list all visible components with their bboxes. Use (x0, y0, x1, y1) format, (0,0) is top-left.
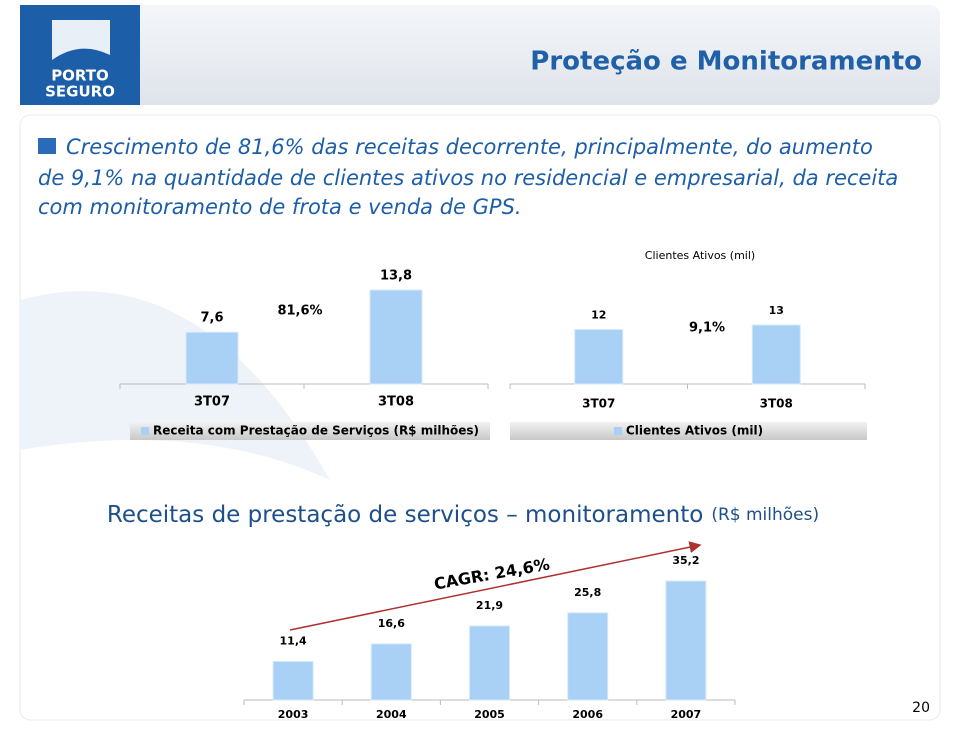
bullet-line: de 9,1% na quantidade de clientes ativos… (38, 166, 898, 190)
bar (370, 643, 412, 701)
bar (751, 324, 801, 385)
chart-title-text: Receitas de prestação de serviços – moni… (107, 502, 703, 528)
x-tick-label: 3T07 (582, 397, 615, 411)
chart-subtitle: (R$ milhões) (711, 505, 819, 525)
logo-mark (52, 20, 110, 60)
bullet-icon (38, 138, 56, 154)
bullet-line: com monitoramento de frota e venda de GP… (38, 195, 522, 219)
bar (567, 612, 609, 701)
legend-box (510, 422, 867, 440)
value-label: 16,6 (378, 617, 405, 630)
bar (272, 660, 314, 701)
legend-swatch (140, 427, 149, 435)
page-number: 20 (912, 700, 930, 716)
bar (469, 625, 510, 701)
bar (665, 580, 707, 701)
value-label: 13 (769, 304, 784, 317)
chart-title-text: Clientes Ativos (mil) (645, 249, 755, 262)
annotation: 9,1% (689, 321, 725, 336)
bar (185, 331, 239, 385)
value-label: 7,6 (200, 311, 223, 326)
x-tick-label: 2007 (671, 708, 702, 721)
trend-arrow (289, 541, 702, 631)
value-label: 25,8 (574, 586, 601, 599)
bullet-line: Crescimento de 81,6% das receitas decorr… (66, 135, 873, 159)
value-label: 35,2 (672, 554, 699, 567)
x-tick-label: 2004 (376, 708, 407, 721)
bar (369, 289, 423, 385)
value-label: 12 (591, 309, 606, 322)
chart-title: Receitas de prestação de serviços – moni… (107, 502, 819, 528)
slide-title: Proteção e Monitoramento (530, 47, 922, 77)
bar (574, 329, 624, 385)
x-tick-label: 3T08 (378, 395, 414, 410)
value-label: 21,9 (476, 599, 503, 612)
logo-text: PORTO (51, 67, 109, 85)
value-label: 11,4 (280, 634, 307, 647)
annotation: 81,6% (277, 304, 322, 319)
chart-title: Clientes Ativos (mil) (645, 249, 755, 262)
x-tick-label: 2003 (278, 708, 309, 721)
x-tick-label: 3T07 (194, 395, 230, 410)
x-tick-label: 2005 (474, 708, 505, 721)
legend-swatch (613, 427, 622, 435)
logo-text: SEGURO (45, 83, 115, 101)
legend-box (130, 422, 490, 440)
x-tick-label: 3T08 (760, 397, 793, 411)
legend-label: Receita com Prestação de Serviços (R$ mi… (153, 424, 479, 438)
legend-label: Clientes Ativos (mil) (626, 424, 763, 438)
value-label: 13,8 (380, 269, 412, 284)
x-tick-label: 2006 (572, 708, 603, 721)
header-band (20, 5, 940, 105)
